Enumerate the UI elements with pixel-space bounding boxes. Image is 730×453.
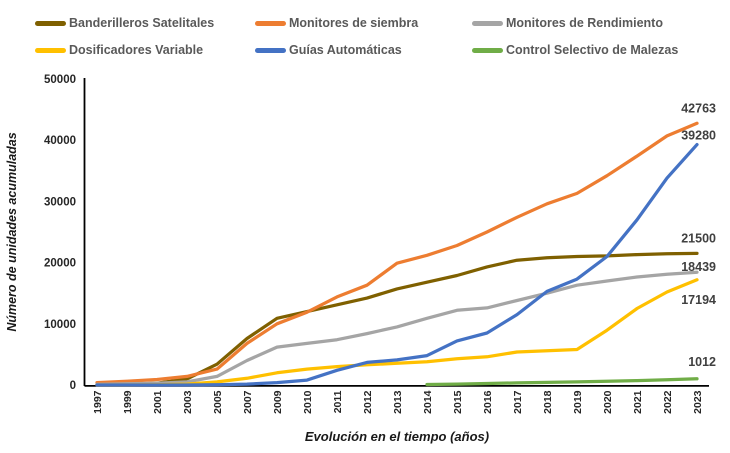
data-label-dosificadores-variable: 17194 bbox=[681, 293, 716, 307]
data-label-banderilleros-satelitales: 21500 bbox=[681, 231, 716, 245]
x-tick-label: 2019 bbox=[572, 390, 584, 414]
legend-swatch-dosificadores bbox=[35, 48, 66, 53]
data-label-monitores-de-rendimiento: 18439 bbox=[681, 260, 716, 274]
series-line-monitores-de-rendimiento bbox=[95, 270, 699, 387]
data-label-control-selectivo-de-malezas: 1012 bbox=[688, 355, 716, 369]
x-tick-label: 2010 bbox=[302, 390, 314, 414]
legend-label: Control Selectivo de Malezas bbox=[506, 43, 679, 57]
legend-label: Dosificadores Variable bbox=[69, 43, 204, 57]
series-line-monitores-de-siembra bbox=[95, 121, 699, 385]
y-axis-title: Número de unidades acumuladas bbox=[5, 132, 19, 331]
x-tick-label: 2016 bbox=[482, 390, 494, 414]
legend-item-monitores-de-siembra: Monitores de siembra bbox=[255, 16, 418, 31]
x-tick-label: 2023 bbox=[692, 390, 704, 414]
data-label-guias-automaticas: 39280 bbox=[681, 129, 716, 143]
x-tick-label: 2005 bbox=[212, 390, 224, 414]
x-tick-label: 2017 bbox=[512, 390, 524, 414]
legend-swatch-monitores-siembra bbox=[255, 21, 286, 26]
x-tick-label: 1997 bbox=[92, 390, 104, 414]
x-tick-label: 2009 bbox=[272, 390, 284, 414]
x-tick-label: 2015 bbox=[452, 390, 464, 414]
x-tick-label: 1999 bbox=[122, 390, 134, 414]
series-line-dosificadores-variable bbox=[95, 278, 699, 387]
legend-item-monitores-de-rendimiento: Monitores de Rendimiento bbox=[472, 16, 663, 31]
series-line-control-selectivo-de-malezas bbox=[425, 377, 699, 387]
x-axis-title: Evolución en el tiempo (años) bbox=[305, 429, 489, 444]
x-tick-label: 2021 bbox=[632, 390, 644, 414]
x-tick-label: 2003 bbox=[182, 390, 194, 414]
x-tick-label: 2001 bbox=[152, 390, 164, 414]
series-line-guias-automaticas bbox=[95, 142, 699, 387]
data-label-monitores-de-siembra: 42763 bbox=[681, 101, 716, 115]
y-tick-label: 30000 bbox=[44, 196, 76, 208]
x-tick-label: 2014 bbox=[422, 390, 434, 414]
legend-swatch-guias bbox=[255, 48, 286, 53]
x-tick-label: 2011 bbox=[332, 390, 344, 413]
legend-item-banderilleros-satelitales: Banderilleros Satelitales bbox=[35, 16, 214, 31]
legend-label: Monitores de siembra bbox=[289, 16, 419, 30]
legend-item-control-selectivo-de-malezas: Control Selectivo de Malezas bbox=[472, 43, 678, 58]
x-tick-label: 2020 bbox=[602, 390, 614, 414]
legend-swatch-monitores-rendimiento bbox=[472, 21, 503, 26]
series-line-banderilleros-satelitales bbox=[95, 251, 699, 387]
x-tick-label: 2022 bbox=[662, 390, 674, 414]
legend-label: Guías Automáticas bbox=[289, 43, 402, 57]
y-tick-label: 20000 bbox=[44, 258, 76, 270]
y-tick-label: 50000 bbox=[44, 74, 76, 86]
y-tick-label: 0 bbox=[70, 380, 76, 392]
y-tick-label: 40000 bbox=[44, 135, 76, 147]
x-tick-label: 2018 bbox=[542, 390, 554, 414]
legend-label: Monitores de Rendimiento bbox=[506, 16, 663, 30]
legend-item-guias-automaticas: Guías Automáticas bbox=[255, 43, 402, 58]
legend-swatch-control-malezas bbox=[472, 48, 503, 53]
x-tick-label: 2013 bbox=[392, 390, 404, 414]
x-tick-label: 2012 bbox=[362, 390, 374, 414]
y-tick-label: 10000 bbox=[44, 319, 76, 331]
x-tick-label: 2007 bbox=[242, 390, 254, 414]
legend-label: Banderilleros Satelitales bbox=[69, 16, 215, 30]
legend-item-dosificadores-variable: Dosificadores Variable bbox=[35, 43, 203, 58]
legend-swatch-banderilleros bbox=[35, 21, 66, 26]
